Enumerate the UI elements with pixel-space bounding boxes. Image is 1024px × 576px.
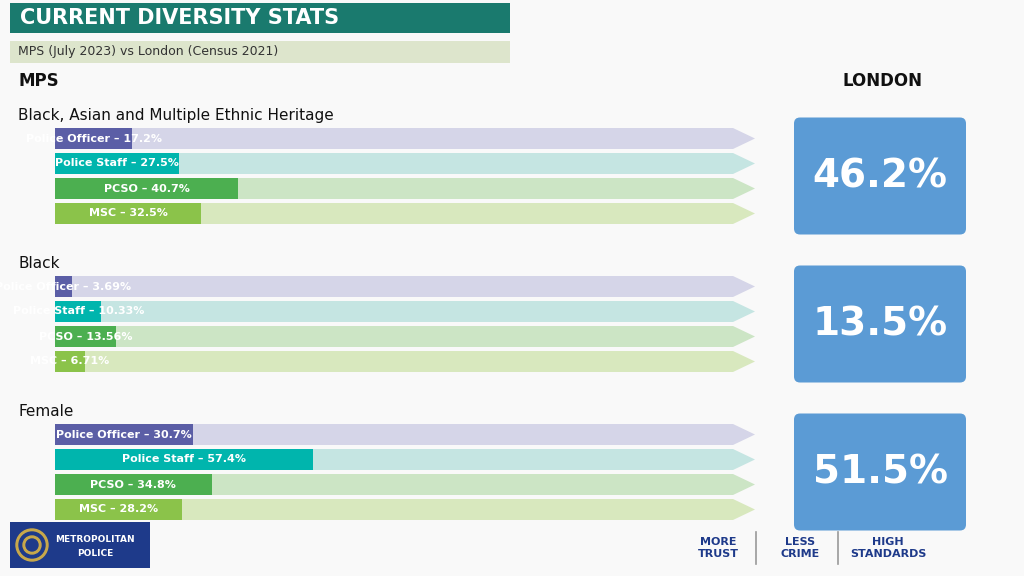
Text: 51.5%: 51.5% xyxy=(812,453,947,491)
FancyBboxPatch shape xyxy=(55,424,733,445)
FancyBboxPatch shape xyxy=(55,153,179,174)
FancyBboxPatch shape xyxy=(55,128,132,149)
Circle shape xyxy=(26,539,38,551)
Polygon shape xyxy=(733,203,755,224)
Text: LESS
CRIME: LESS CRIME xyxy=(780,537,819,559)
FancyBboxPatch shape xyxy=(55,474,733,495)
FancyBboxPatch shape xyxy=(55,326,733,347)
FancyBboxPatch shape xyxy=(55,178,239,199)
FancyBboxPatch shape xyxy=(55,153,733,174)
Text: MPS: MPS xyxy=(18,72,58,90)
Text: PCSO – 34.8%: PCSO – 34.8% xyxy=(90,479,176,490)
Text: LONDON: LONDON xyxy=(842,72,922,90)
FancyBboxPatch shape xyxy=(55,178,733,199)
Polygon shape xyxy=(733,351,755,372)
Text: Female: Female xyxy=(18,404,74,419)
Polygon shape xyxy=(733,449,755,470)
Text: Police Staff – 27.5%: Police Staff – 27.5% xyxy=(55,158,179,169)
Text: Police Staff – 10.33%: Police Staff – 10.33% xyxy=(12,306,144,316)
FancyBboxPatch shape xyxy=(55,449,313,470)
Polygon shape xyxy=(733,178,755,199)
Text: METROPOLITAN: METROPOLITAN xyxy=(55,536,135,544)
Text: Black: Black xyxy=(18,256,59,271)
FancyBboxPatch shape xyxy=(55,499,733,520)
FancyBboxPatch shape xyxy=(55,326,116,347)
Text: MSC – 6.71%: MSC – 6.71% xyxy=(31,357,110,366)
Text: MORE
TRUST: MORE TRUST xyxy=(697,537,738,559)
Circle shape xyxy=(16,529,48,561)
FancyBboxPatch shape xyxy=(10,41,510,63)
Text: Black, Asian and Multiple Ethnic Heritage: Black, Asian and Multiple Ethnic Heritag… xyxy=(18,108,334,123)
Text: Police Officer – 30.7%: Police Officer – 30.7% xyxy=(56,430,191,439)
Text: CURRENT DIVERSITY STATS: CURRENT DIVERSITY STATS xyxy=(20,8,339,28)
Text: 46.2%: 46.2% xyxy=(812,157,947,195)
Polygon shape xyxy=(733,424,755,445)
Text: MPS (July 2023) vs London (Census 2021): MPS (July 2023) vs London (Census 2021) xyxy=(18,46,279,59)
Circle shape xyxy=(19,532,45,558)
Polygon shape xyxy=(733,128,755,149)
Polygon shape xyxy=(733,499,755,520)
FancyBboxPatch shape xyxy=(55,203,733,224)
Text: MSC – 32.5%: MSC – 32.5% xyxy=(89,209,168,218)
FancyBboxPatch shape xyxy=(55,351,733,372)
Text: 13.5%: 13.5% xyxy=(812,305,947,343)
Text: MSC – 28.2%: MSC – 28.2% xyxy=(79,505,158,514)
Polygon shape xyxy=(733,474,755,495)
FancyBboxPatch shape xyxy=(55,499,182,520)
Polygon shape xyxy=(733,153,755,174)
FancyBboxPatch shape xyxy=(10,3,510,33)
FancyBboxPatch shape xyxy=(55,203,202,224)
FancyBboxPatch shape xyxy=(55,128,733,149)
FancyBboxPatch shape xyxy=(55,301,733,322)
Text: PCSO – 13.56%: PCSO – 13.56% xyxy=(39,332,132,342)
FancyBboxPatch shape xyxy=(55,276,72,297)
FancyBboxPatch shape xyxy=(794,118,966,234)
FancyBboxPatch shape xyxy=(794,414,966,530)
FancyBboxPatch shape xyxy=(55,276,733,297)
FancyBboxPatch shape xyxy=(55,301,101,322)
FancyBboxPatch shape xyxy=(10,522,150,568)
Text: PCSO – 40.7%: PCSO – 40.7% xyxy=(103,184,189,194)
Polygon shape xyxy=(733,276,755,297)
Polygon shape xyxy=(733,301,755,322)
FancyBboxPatch shape xyxy=(55,424,194,445)
Text: POLICE: POLICE xyxy=(77,550,113,559)
Text: Police Officer – 3.69%: Police Officer – 3.69% xyxy=(0,282,131,291)
Circle shape xyxy=(23,536,41,554)
FancyBboxPatch shape xyxy=(55,351,85,372)
FancyBboxPatch shape xyxy=(794,266,966,382)
Text: HIGH
STANDARDS: HIGH STANDARDS xyxy=(850,537,926,559)
FancyBboxPatch shape xyxy=(55,474,212,495)
Polygon shape xyxy=(733,326,755,347)
FancyBboxPatch shape xyxy=(55,449,733,470)
Text: Police Officer – 17.2%: Police Officer – 17.2% xyxy=(26,134,162,143)
Text: Police Staff – 57.4%: Police Staff – 57.4% xyxy=(122,454,246,464)
